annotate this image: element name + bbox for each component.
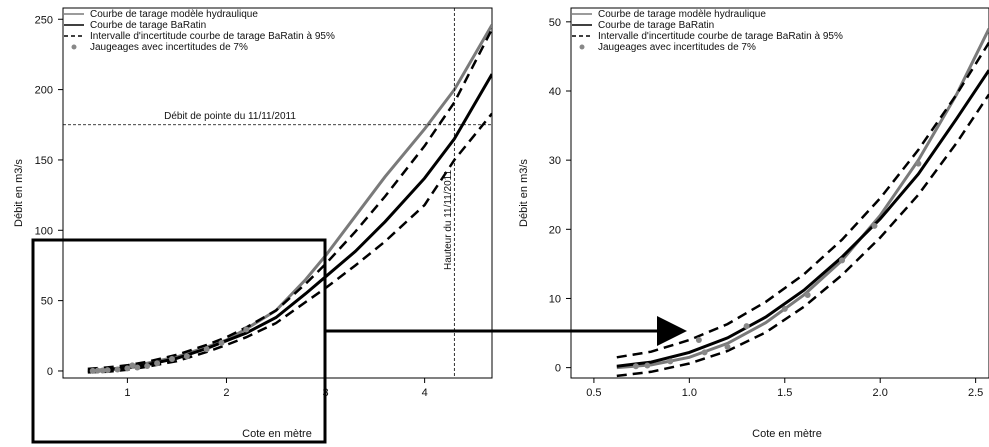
uncertainty-band-line — [616, 41, 989, 359]
gauging-point — [632, 363, 639, 370]
gauging-point — [839, 257, 846, 264]
legend-label: Courbe de tarage BaRatin — [598, 20, 714, 31]
zoom-region-box — [31, 238, 327, 444]
gauging-point — [89, 367, 96, 374]
rating-curve-line — [87, 24, 492, 373]
gauging-point — [701, 349, 708, 356]
right-chart-panel: 0.5 1.0 1.5 2.0 2.5 0 10 20 30 40 50 Débit en m3/s… — [518, 7, 989, 440]
y-tick-label: 20 — [549, 224, 561, 236]
legend-label: Intervalle d'incertitude courbe de tarag… — [90, 31, 335, 42]
plot-area-frame — [570, 7, 989, 379]
y-tick-label: 0 — [47, 366, 53, 378]
gauging-point — [915, 160, 922, 167]
gauging-point — [743, 323, 750, 330]
y-tick-label: 40 — [549, 86, 561, 98]
legend-label: Courbe de tarage modèle hydraulique — [598, 9, 766, 20]
gauging-point — [124, 365, 131, 372]
y-tick-label: 50 — [41, 296, 53, 308]
peak-height-label: Hauteur du 11/11/2011 — [443, 170, 454, 271]
plot-area-frame — [62, 7, 493, 379]
y-tick-label: 10 — [549, 293, 561, 305]
y-tick-label: 200 — [35, 85, 53, 97]
gauging-point — [667, 358, 674, 365]
legend-label: Courbe de tarage modèle hydraulique — [90, 9, 258, 20]
x-tick-label: 2.0 — [873, 387, 888, 399]
gauging-point — [724, 343, 731, 350]
gauging-point — [804, 292, 811, 299]
uncertainty-band-line — [616, 93, 989, 378]
gauging-point — [134, 364, 141, 371]
legend-marker — [71, 44, 77, 50]
gauging-point — [243, 326, 250, 333]
x-tick-label: 1 — [124, 387, 130, 399]
y-axis-label: Débit en m3/s — [518, 159, 530, 227]
x-tick-label: 4 — [422, 387, 428, 399]
peak-discharge-label: Débit de pointe du 11/11/2011 — [164, 111, 296, 122]
gauging-point — [129, 362, 136, 369]
legend-marker — [579, 44, 585, 50]
rating-curve-line — [616, 69, 989, 368]
y-tick-label: 150 — [35, 155, 53, 167]
x-axis-label: Cote en mètre — [752, 428, 822, 440]
gauging-point — [781, 305, 788, 312]
gauging-point — [695, 336, 702, 343]
y-axis-label: Débit en m3/s — [13, 159, 25, 227]
gauging-point — [218, 339, 225, 346]
y-tick-label: 100 — [35, 225, 53, 237]
gauging-point — [203, 346, 210, 353]
gauging-point — [144, 363, 151, 370]
gauging-point — [114, 366, 121, 373]
gauging-point — [94, 367, 101, 374]
gauging-point — [871, 222, 878, 229]
rating-curve-line — [616, 28, 989, 370]
gauging-point — [168, 356, 175, 363]
gauging-point — [104, 367, 111, 374]
x-tick-label: 1.0 — [682, 387, 697, 399]
legend-label: Jaugeages avec incertitudes de 7% — [90, 42, 248, 53]
x-tick-label: 2.5 — [968, 387, 983, 399]
x-axis-label: Cote en mètre — [242, 428, 312, 440]
gauging-point — [183, 353, 190, 360]
gauging-point — [644, 362, 651, 369]
x-tick-label: 2 — [223, 387, 229, 399]
y-tick-label: 250 — [35, 14, 53, 26]
y-tick-label: 50 — [549, 17, 561, 29]
x-tick-label: 0.5 — [586, 387, 601, 399]
legend-label: Jaugeages avec incertitudes de 7% — [598, 42, 756, 53]
gauging-point — [99, 367, 106, 374]
x-tick-label: 1.5 — [777, 387, 792, 399]
gauging-point — [154, 360, 161, 367]
y-tick-label: 0 — [555, 363, 561, 375]
uncertainty-band-line — [87, 112, 492, 374]
y-tick-label: 30 — [549, 155, 561, 167]
uncertainty-band-line — [87, 28, 492, 371]
legend-label: Courbe de tarage BaRatin — [90, 20, 206, 31]
legend-label: Intervalle d'incertitude courbe de tarag… — [598, 31, 843, 42]
